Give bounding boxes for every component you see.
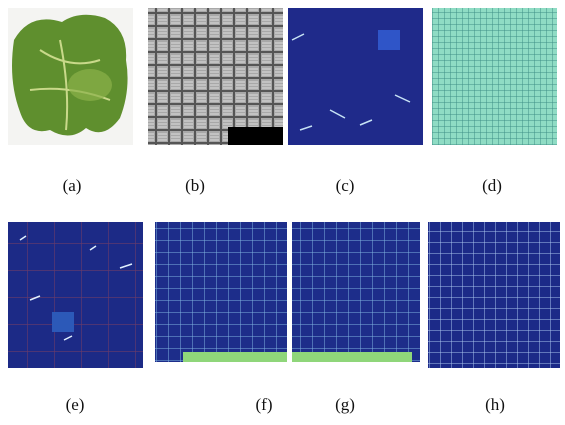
panel-label: (a) (63, 176, 82, 195)
panel-label: (h) (485, 395, 505, 414)
panel-d (432, 8, 557, 145)
panel-label: (c) (336, 176, 355, 195)
panel-b (148, 8, 283, 145)
panel-e (8, 222, 143, 368)
panel-label: (g) (335, 395, 355, 414)
panel-label: (d) (482, 176, 502, 195)
panel-f (155, 222, 287, 362)
panel-label: (b) (185, 176, 205, 195)
panel-h (428, 222, 560, 368)
panel-c (288, 8, 423, 145)
panel-g (292, 222, 420, 362)
panel-a (8, 8, 133, 145)
panel-label: (f) (256, 395, 273, 414)
figure: (a) (b) (c) (d) (e) (f) (g) (h) (0, 0, 565, 425)
panel-label: (e) (66, 395, 85, 414)
